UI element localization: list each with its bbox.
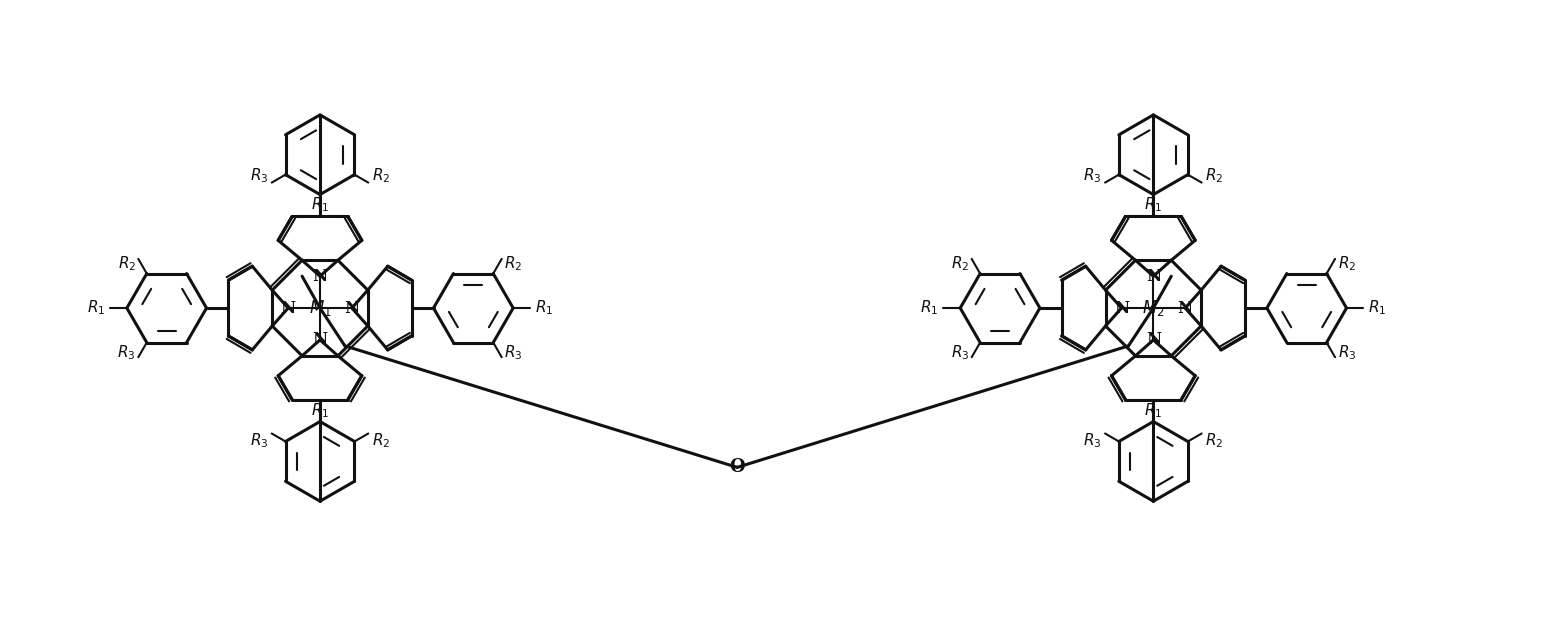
Text: $R_1$: $R_1$: [1369, 298, 1388, 318]
Text: $R_3$: $R_3$: [1084, 431, 1102, 450]
Text: N: N: [1177, 300, 1193, 316]
Text: O: O: [730, 458, 745, 476]
Text: $R_3$: $R_3$: [951, 343, 970, 362]
Text: N: N: [1115, 300, 1129, 316]
Text: $R_1$: $R_1$: [310, 196, 329, 215]
Text: $R_3$: $R_3$: [1338, 343, 1356, 362]
Text: $R_2$: $R_2$: [1338, 254, 1356, 273]
Text: N: N: [345, 300, 360, 316]
Text: $R_2$: $R_2$: [117, 254, 136, 273]
Text: N: N: [312, 268, 327, 285]
Text: $R_3$: $R_3$: [1084, 166, 1102, 185]
Text: $R_2$: $R_2$: [951, 254, 970, 273]
Text: $R_1$: $R_1$: [87, 298, 104, 318]
Text: $R_2$: $R_2$: [371, 166, 390, 185]
Text: $R_1$: $R_1$: [310, 402, 329, 420]
Text: $R_2$: $R_2$: [1205, 166, 1224, 185]
Text: $R_3$: $R_3$: [249, 166, 268, 185]
Text: $M_1$: $M_1$: [309, 298, 332, 318]
Text: $R_3$: $R_3$: [249, 431, 268, 450]
Text: $R_1$: $R_1$: [535, 298, 553, 318]
Text: $R_2$: $R_2$: [504, 254, 522, 273]
Text: $M_2$: $M_2$: [1143, 298, 1165, 318]
Text: $R_1$: $R_1$: [1144, 196, 1163, 215]
Text: $R_3$: $R_3$: [117, 343, 136, 362]
Text: $R_2$: $R_2$: [371, 431, 390, 450]
Text: $R_1$: $R_1$: [1144, 402, 1163, 420]
Text: N: N: [1146, 332, 1161, 348]
Text: $R_1$: $R_1$: [920, 298, 939, 318]
Text: $R_2$: $R_2$: [1205, 431, 1224, 450]
Text: N: N: [312, 332, 327, 348]
Text: N: N: [1146, 268, 1161, 285]
Text: $R_3$: $R_3$: [504, 343, 522, 362]
Text: N: N: [281, 300, 296, 316]
